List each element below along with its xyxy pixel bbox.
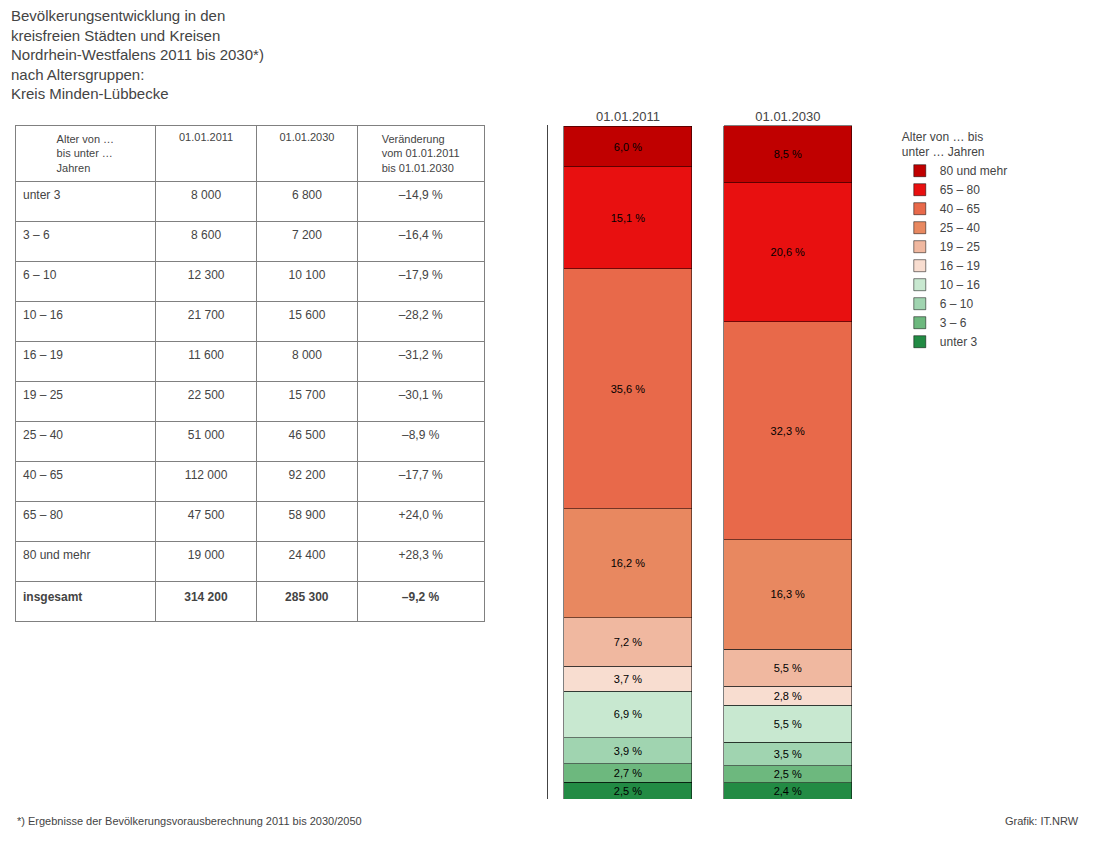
svg-text:–31,2 %: –31,2 % — [399, 348, 443, 362]
svg-text:15 600: 15 600 — [289, 308, 326, 322]
svg-text:3,7 %: 3,7 % — [614, 673, 642, 685]
svg-text:–17,9 %: –17,9 % — [399, 268, 443, 282]
svg-text:2,5 %: 2,5 % — [774, 768, 802, 780]
svg-text:12 300: 12 300 — [188, 268, 225, 282]
svg-text:6,0 %: 6,0 % — [614, 141, 642, 153]
svg-text:20,6 %: 20,6 % — [771, 246, 805, 258]
svg-text:10 – 16: 10 – 16 — [23, 308, 63, 322]
svg-text:2,7 %: 2,7 % — [614, 767, 642, 779]
svg-text:15 700: 15 700 — [289, 388, 326, 402]
svg-text:Veränderungvom 01.01.2011bis 0: Veränderungvom 01.01.2011bis 01.01.2030 — [382, 133, 460, 174]
svg-text:3 – 6: 3 – 6 — [23, 228, 50, 242]
svg-text:2,5 %: 2,5 % — [614, 785, 642, 797]
svg-text:Bevölkerungsentwicklung in den: Bevölkerungsentwicklung in denkreisfreie… — [11, 7, 264, 102]
svg-text:15,1 %: 15,1 % — [611, 212, 645, 224]
svg-text:01.01.2011: 01.01.2011 — [179, 131, 233, 143]
svg-text:+24,0 %: +24,0 % — [398, 508, 443, 522]
svg-text:19 000: 19 000 — [188, 548, 225, 562]
svg-text:25 – 40: 25 – 40 — [940, 221, 980, 235]
svg-text:51 000: 51 000 — [188, 428, 225, 442]
svg-text:–17,7 %: –17,7 % — [399, 468, 443, 482]
svg-text:8 000: 8 000 — [292, 348, 322, 362]
svg-text:8 000: 8 000 — [191, 188, 221, 202]
svg-text:8 600: 8 600 — [191, 228, 221, 242]
svg-text:unter 3: unter 3 — [23, 188, 61, 202]
svg-text:11 600: 11 600 — [188, 348, 224, 362]
svg-text:–16,4 %: –16,4 % — [399, 228, 443, 242]
svg-text:25 – 40: 25 – 40 — [23, 428, 63, 442]
svg-text:80 und mehr: 80 und mehr — [940, 164, 1007, 178]
svg-text:80 und mehr: 80 und mehr — [23, 548, 90, 562]
svg-text:24 400: 24 400 — [289, 548, 326, 562]
svg-text:5,5 %: 5,5 % — [774, 662, 802, 674]
svg-text:35,6 %: 35,6 % — [611, 383, 645, 395]
svg-text:insgesamt: insgesamt — [23, 590, 82, 604]
svg-text:40 – 65: 40 – 65 — [23, 468, 63, 482]
svg-text:unter 3: unter 3 — [940, 335, 978, 349]
svg-text:3,5 %: 3,5 % — [774, 748, 802, 760]
svg-text:–8,9 %: –8,9 % — [402, 428, 440, 442]
svg-text:7 200: 7 200 — [292, 228, 322, 242]
svg-text:16 – 19: 16 – 19 — [940, 259, 980, 273]
svg-text:6 – 10: 6 – 10 — [940, 297, 974, 311]
svg-text:3 – 6: 3 – 6 — [940, 316, 967, 330]
svg-text:3,9 %: 3,9 % — [614, 745, 642, 757]
svg-text:–14,9 %: –14,9 % — [399, 188, 443, 202]
svg-text:16 – 19: 16 – 19 — [23, 348, 63, 362]
svg-text:–30,1 %: –30,1 % — [399, 388, 443, 402]
svg-text:6 800: 6 800 — [292, 188, 322, 202]
svg-text:19 – 25: 19 – 25 — [940, 240, 980, 254]
svg-text:58 900: 58 900 — [289, 508, 326, 522]
svg-text:2,8 %: 2,8 % — [774, 690, 802, 702]
svg-text:6 – 10: 6 – 10 — [23, 268, 57, 282]
svg-text:47 500: 47 500 — [188, 508, 225, 522]
svg-text:+28,3 %: +28,3 % — [398, 548, 443, 562]
svg-text:65 – 80: 65 – 80 — [940, 183, 980, 197]
svg-text:16,3 %: 16,3 % — [771, 588, 805, 600]
svg-text:285 300: 285 300 — [285, 590, 329, 604]
svg-text:01.01.2011: 01.01.2011 — [596, 109, 660, 124]
svg-text:01.01.2030: 01.01.2030 — [279, 131, 334, 143]
svg-text:Alter von …bis unter …Jahren: Alter von …bis unter …Jahren — [57, 133, 114, 174]
svg-text:92 200: 92 200 — [289, 468, 326, 482]
svg-text:46 500: 46 500 — [289, 428, 326, 442]
svg-text:*) Ergebnisse der Bevölkerungs: *) Ergebnisse der Bevölkerungsvorausbere… — [17, 815, 362, 827]
svg-text:112 000: 112 000 — [185, 468, 228, 482]
svg-text:6,9 %: 6,9 % — [614, 708, 642, 720]
svg-text:01.01.2030: 01.01.2030 — [755, 109, 820, 124]
svg-text:19 – 25: 19 – 25 — [23, 388, 63, 402]
svg-text:–9,2 %: –9,2 % — [402, 590, 440, 604]
svg-text:Grafik: IT.NRW: Grafik: IT.NRW — [1005, 815, 1079, 827]
svg-text:2,4 %: 2,4 % — [774, 785, 802, 797]
svg-text:8,5 %: 8,5 % — [774, 148, 802, 160]
svg-text:7,2 %: 7,2 % — [614, 636, 642, 648]
svg-text:22 500: 22 500 — [188, 388, 225, 402]
svg-text:32,3 %: 32,3 % — [771, 425, 805, 437]
svg-text:Alter von … bisunter … Jahren: Alter von … bisunter … Jahren — [902, 130, 985, 160]
svg-text:10 – 16: 10 – 16 — [940, 278, 980, 292]
svg-text:314 200: 314 200 — [184, 590, 228, 604]
svg-text:–28,2 %: –28,2 % — [399, 308, 443, 322]
svg-text:21 700: 21 700 — [188, 308, 225, 322]
svg-text:40 – 65: 40 – 65 — [940, 202, 980, 216]
svg-text:16,2 %: 16,2 % — [611, 557, 645, 569]
svg-text:10 100: 10 100 — [289, 268, 326, 282]
svg-text:5,5 %: 5,5 % — [774, 718, 802, 730]
svg-text:65 – 80: 65 – 80 — [23, 508, 63, 522]
